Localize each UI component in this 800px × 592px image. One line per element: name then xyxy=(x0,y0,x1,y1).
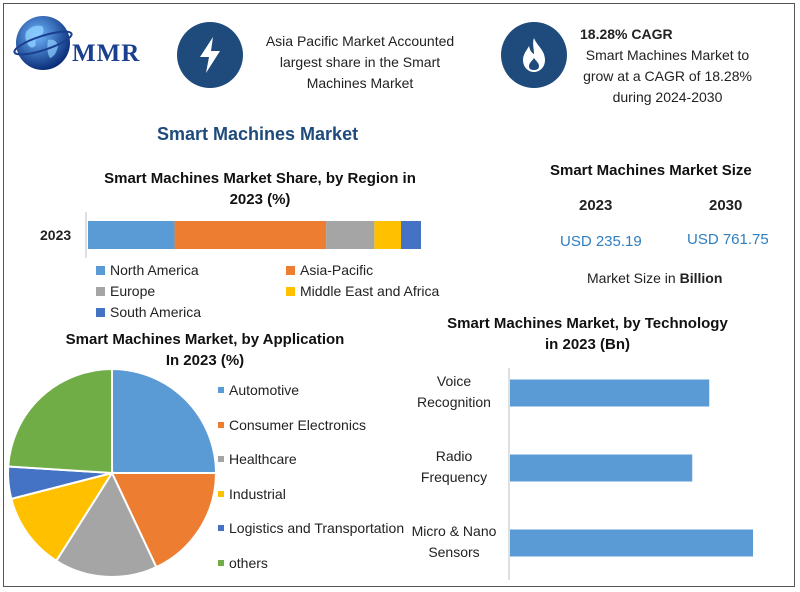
pie-slice xyxy=(110,472,218,569)
region-bar-segment xyxy=(326,221,375,249)
legend-swatch xyxy=(96,265,105,275)
cagr-title: 18.28% CAGR xyxy=(580,26,673,42)
pie-slice xyxy=(54,470,158,578)
legend-swatch xyxy=(286,286,295,296)
technology-bar-chart: Voice Recognition Radio Frequency Micro & Na… xyxy=(412,368,753,580)
badge2-text: 18.28% CAGR Smart Machines Market to gro… xyxy=(570,24,765,108)
application-legend-item: Healthcare xyxy=(218,451,297,467)
size-note-prefix: Market Size in xyxy=(587,270,680,286)
region-legend-item: Europe xyxy=(96,283,155,299)
region-legend-item: Asia-Pacific xyxy=(286,262,373,278)
size-note: Market Size in Billion xyxy=(587,270,722,286)
region-bar-segment xyxy=(88,221,175,249)
legend-label: North America xyxy=(110,262,199,278)
logo-text: MMR xyxy=(72,40,141,67)
legend-swatch xyxy=(96,307,105,317)
globe-icon xyxy=(13,16,73,70)
region-title-line: 2023 (%) xyxy=(229,191,291,208)
legend-swatch xyxy=(218,456,224,463)
badge1-line: Machines Market xyxy=(306,75,414,91)
region-category-label: 2023 xyxy=(40,227,72,243)
badge1-line: largest share in the Smart xyxy=(279,54,441,70)
badge2-line: during 2024-2030 xyxy=(612,89,723,105)
application-legend-item: Consumer Electronics xyxy=(218,417,366,433)
technology-category-label: Recognition xyxy=(417,394,491,410)
technology-category-label: Frequency xyxy=(421,469,487,485)
size-note-unit: Billion xyxy=(679,270,723,286)
legend-label: others xyxy=(229,555,268,571)
pie-slice xyxy=(7,367,113,475)
application-legend-item: Automotive xyxy=(218,382,299,398)
region-stacked-bar xyxy=(85,212,421,258)
technology-chart-title: Smart Machines Market, by Technology in … xyxy=(420,313,755,355)
infographic-frame xyxy=(3,3,795,587)
technology-category-label: Micro & Nano xyxy=(412,523,497,539)
region-chart-title: Smart Machines Market Share, by Region i… xyxy=(70,168,450,210)
legend-swatch xyxy=(218,490,224,497)
legend-swatch xyxy=(218,525,224,532)
lightning-icon xyxy=(200,37,220,73)
size-title: Smart Machines Market Size xyxy=(550,162,752,179)
legend-swatch xyxy=(218,421,224,428)
technology-bar xyxy=(510,454,693,482)
technology-category-label: Voice xyxy=(437,373,471,389)
legend-swatch xyxy=(286,265,295,275)
region-bar-segment xyxy=(174,221,327,249)
technology-bar xyxy=(510,529,753,557)
application-legend-item: Industrial xyxy=(218,486,286,502)
flame-icon xyxy=(523,38,545,72)
application-title-line: In 2023 (%) xyxy=(165,352,245,369)
legend-label: Middle East and Africa xyxy=(300,283,440,299)
size-year-2030: 2030 xyxy=(709,197,743,214)
size-year-2023: 2023 xyxy=(579,197,613,214)
legend-swatch xyxy=(218,387,224,393)
badge1-text: Asia Pacific Market Accounted largest sh… xyxy=(250,31,470,94)
application-legend-item: others xyxy=(218,555,268,571)
region-legend-item: Middle East and Africa xyxy=(286,283,439,299)
region-bar-segment xyxy=(374,221,402,249)
badge2-line: grow at a CAGR of 18.28% xyxy=(583,68,752,84)
badge1-line: Asia Pacific Market Accounted xyxy=(265,33,455,49)
technology-title-line: in 2023 (Bn) xyxy=(544,336,631,353)
technology-bar xyxy=(510,379,710,407)
region-legend: North America Asia-Pacific Europe Middle Ea… xyxy=(96,262,476,322)
application-legend-item: Logistics and Transportation xyxy=(218,520,404,536)
legend-label: Automotive xyxy=(229,382,300,398)
flame-badge xyxy=(501,22,567,88)
legend-label: Europe xyxy=(110,283,156,299)
lightning-badge xyxy=(177,22,243,88)
legend-label: Healthcare xyxy=(229,451,297,468)
application-chart-title: Smart Machines Market, by Application In… xyxy=(40,329,370,371)
legend-label: Consumer Electronics xyxy=(229,416,366,433)
legend-label: Logistics and Transportation xyxy=(229,520,405,537)
technology-category-label: Radio xyxy=(436,448,473,464)
pie-slice xyxy=(111,367,218,474)
main-title: Smart Machines Market xyxy=(157,124,359,144)
region-bar-segment xyxy=(401,221,421,249)
technology-title-line: Smart Machines Market, by Technology xyxy=(447,315,728,332)
badge2-line: Smart Machines Market to xyxy=(585,47,750,63)
legend-swatch xyxy=(218,560,224,566)
application-pie xyxy=(7,367,218,578)
region-title-line: Smart Machines Market Share, by Region i… xyxy=(104,170,416,187)
legend-label: Industrial xyxy=(229,485,286,502)
region-legend-item: North America xyxy=(96,262,199,278)
logo: MMR xyxy=(12,12,162,74)
legend-label: South America xyxy=(110,304,202,320)
size-value-2023: USD 235.19 xyxy=(560,233,642,250)
region-legend-item: South America xyxy=(96,304,201,320)
technology-category-label: Sensors xyxy=(428,544,479,560)
size-value-2030: USD 761.75 xyxy=(687,231,769,248)
application-title-line: Smart Machines Market, by Application xyxy=(65,331,345,348)
legend-swatch xyxy=(96,286,105,296)
legend-label: Asia-Pacific xyxy=(300,262,374,278)
pie-slice xyxy=(10,471,115,563)
